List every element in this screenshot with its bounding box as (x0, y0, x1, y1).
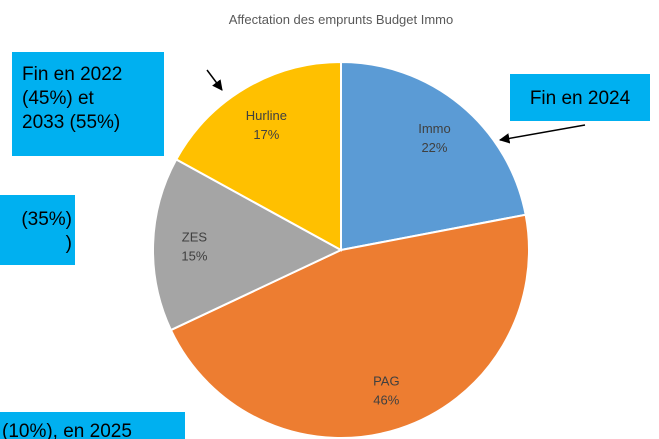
chart-title: Affectation des emprunts Budget Immo (229, 12, 454, 27)
slice-name: PAG (373, 373, 400, 388)
annotation-box (12, 52, 164, 156)
pie-slice (169, 213, 530, 439)
slice-name: ZES (182, 229, 208, 244)
slice-value-label: 17% (253, 127, 279, 142)
arrow (206, 69, 223, 91)
annotation-text: 2033 (55%) (22, 112, 120, 133)
annotation-box (0, 195, 75, 265)
annotation-box (510, 74, 650, 121)
annotation-text: Fin en 2022 (22, 64, 122, 85)
pie-slice (340, 60, 527, 252)
arrow (498, 124, 586, 144)
slice-value-label: 15% (181, 248, 207, 263)
annotation-text: (45%) et (22, 88, 95, 109)
annotation-text: (10%), en 2025 (2, 421, 132, 439)
pie-slice (174, 60, 342, 252)
slice-value-label: 22% (421, 140, 447, 155)
pie-slice (152, 158, 344, 332)
annotation-text: (35%) (21, 209, 72, 230)
slice-value-label: 46% (373, 392, 399, 407)
pie: Immo 22% PAG 46% ZES 15% Hurline 17% (152, 60, 530, 439)
annotations: Fin en 2022 (45%) et 2033 (55%) Fin en 2024… (2, 64, 631, 439)
slice-name: Immo (418, 121, 451, 136)
annotation-text: ) (66, 233, 72, 254)
annotation-box (0, 412, 185, 439)
annotation-text: Fin en 2024 (530, 88, 631, 109)
slice-name: Hurline (246, 108, 287, 123)
